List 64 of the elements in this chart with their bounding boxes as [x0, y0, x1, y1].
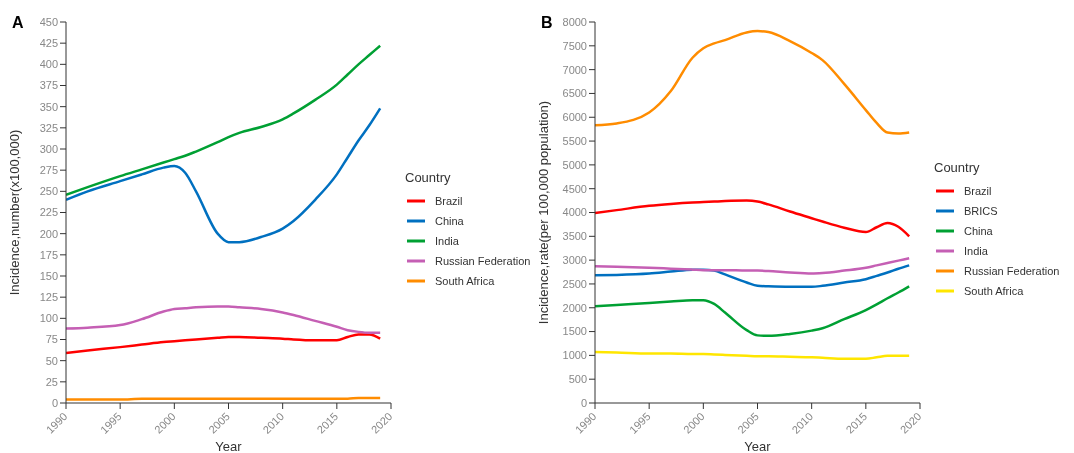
legend-label: Brazil — [964, 185, 992, 197]
y-tick-label: 3500 — [562, 230, 587, 243]
line-series — [66, 107, 382, 244]
legend-label: South Africa — [435, 275, 495, 287]
legend-title: Country — [405, 170, 452, 185]
y-tick-label: 0 — [580, 396, 587, 409]
y-tick-label: 225 — [39, 206, 58, 219]
legend-title: Country — [934, 160, 981, 175]
legend-label: Russian Federation — [435, 255, 531, 267]
y-tick-label: 6500 — [562, 87, 587, 100]
y-tick-label: 50 — [45, 354, 58, 367]
y-tick-label: 4500 — [562, 182, 587, 195]
chart-title: A — [12, 14, 24, 32]
y-tick-label: 250 — [39, 185, 58, 198]
y-tick-label: 2500 — [562, 277, 587, 290]
y-tick-label: 400 — [39, 58, 58, 71]
y-tick-label: 3000 — [562, 254, 587, 267]
line-series — [66, 44, 382, 196]
y-tick-label: 4000 — [562, 206, 587, 219]
y-tick-label: 0 — [51, 396, 58, 409]
legend-label: BRICS — [964, 205, 998, 217]
y-tick-label: 2000 — [562, 301, 587, 314]
line-series — [595, 256, 911, 275]
chart-title: B — [541, 14, 553, 32]
x-axis-title: Year — [744, 439, 772, 453]
line-series — [595, 350, 911, 360]
legend-label: Brazil — [435, 195, 463, 207]
line-series — [595, 199, 911, 238]
legend-label: Russian Federation — [964, 265, 1060, 277]
y-tick-label: 325 — [39, 121, 58, 134]
y-axis-title: Incidence,rate(per 100,000 population) — [535, 100, 551, 325]
legend-label: China — [435, 215, 464, 227]
line-series — [66, 333, 382, 355]
y-tick-label: 7500 — [562, 39, 587, 52]
y-tick-label: 1000 — [562, 349, 587, 362]
line-series — [66, 305, 382, 334]
legend-label: South Africa — [964, 285, 1024, 297]
y-tick-label: 125 — [39, 291, 58, 304]
y-tick-label: 5000 — [562, 158, 587, 171]
line-series — [595, 285, 911, 338]
y-tick-label: 275 — [39, 164, 58, 177]
y-tick-label: 75 — [45, 333, 58, 346]
y-tick-label: 100 — [39, 312, 58, 325]
y-tick-label: 500 — [568, 373, 587, 386]
y-tick-label: 375 — [39, 79, 58, 92]
legend-label: India — [964, 245, 988, 257]
y-tick-label: 450 — [39, 15, 58, 28]
x-axis-title: Year — [215, 439, 243, 453]
y-tick-label: 1500 — [562, 325, 587, 338]
y-axis-title: Incidence,number(x100,000) — [6, 129, 22, 296]
y-tick-label: 6000 — [562, 111, 587, 124]
y-tick-label: 25 — [45, 375, 58, 388]
y-tick-label: 175 — [39, 248, 58, 261]
legend-label: India — [435, 235, 459, 247]
y-tick-label: 7000 — [562, 63, 587, 76]
y-tick-label: 350 — [39, 100, 58, 113]
y-tick-label: 150 — [39, 269, 58, 282]
y-tick-label: 425 — [39, 37, 58, 50]
legend-label: China — [964, 225, 993, 237]
line-series — [595, 29, 911, 135]
y-tick-label: 8000 — [562, 15, 587, 28]
y-tick-label: 300 — [39, 142, 58, 155]
y-tick-label: 200 — [39, 227, 58, 240]
y-tick-label: 5500 — [562, 134, 587, 147]
